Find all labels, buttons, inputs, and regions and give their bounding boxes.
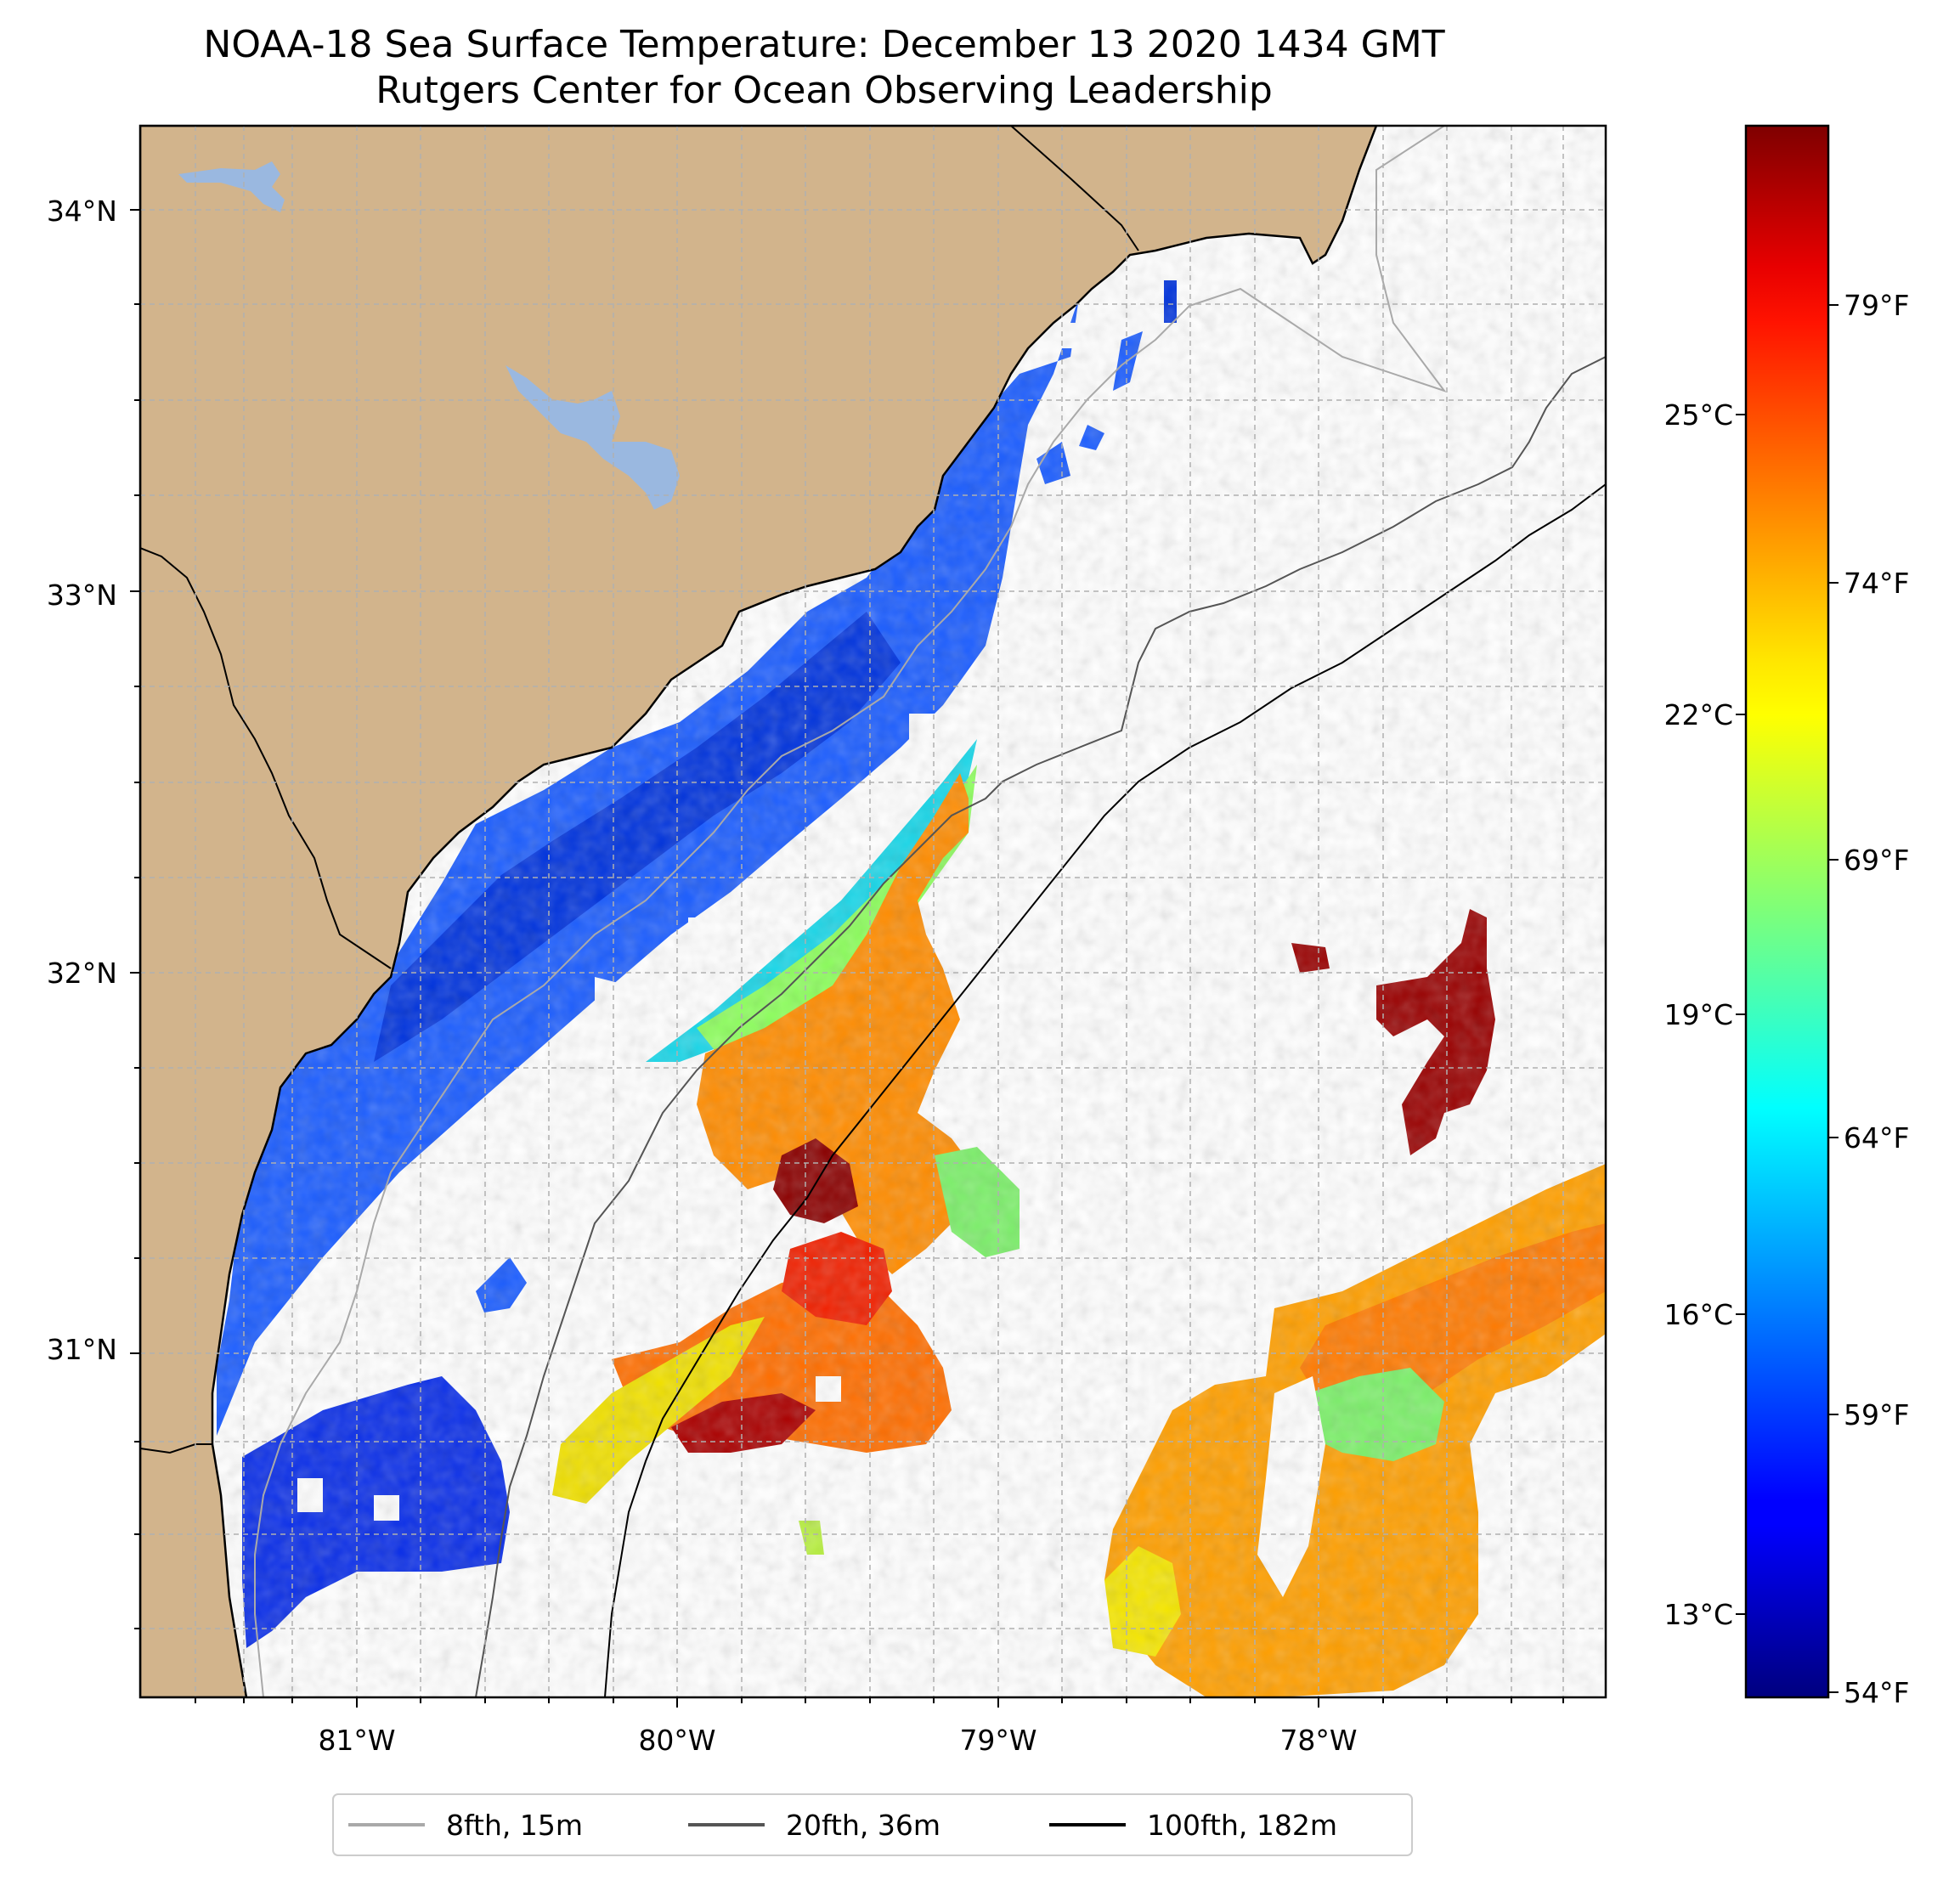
colorbar-label-25c: 25°C: [1663, 398, 1733, 432]
gridlines: [140, 126, 1606, 1697]
colorbar-label-16c: 16°C: [1663, 1298, 1733, 1331]
map-frame: [138, 124, 1607, 1699]
legend-label-8fth: 8fth, 15m: [446, 1809, 583, 1842]
colorbar-label-22c: 22°C: [1663, 698, 1733, 731]
colorbar-label-54f: 54°F: [1844, 1676, 1909, 1709]
lake-marion: [178, 161, 285, 212]
colorbar: 13°C 16°C 19°C 22°C 25°C 54°F 59°F 64°F …: [1663, 124, 1909, 1709]
colorbar-gradient: [1744, 124, 1830, 1699]
colorbar-label-74f: 74°F: [1844, 567, 1909, 600]
lon-label-81w: 81°W: [318, 1724, 395, 1757]
legend-box: [332, 1793, 1413, 1856]
lon-label-78w: 78°W: [1279, 1724, 1357, 1757]
legend: 8fth, 15m 20fth, 36m 100fth, 182m: [332, 1793, 1413, 1856]
axis-ticks: [130, 209, 1564, 1708]
colorbar-label-69f: 69°F: [1844, 844, 1909, 877]
map-subtitle: Rutgers Center for Ocean Observing Leade…: [376, 69, 1273, 112]
state-border-sc-ga: [140, 547, 392, 969]
colorbar-label-59f: 59°F: [1844, 1398, 1909, 1431]
lat-label-33n: 33°N: [47, 579, 117, 612]
map-title: NOAA-18 Sea Surface Temperature: Decembe…: [203, 23, 1445, 66]
lon-label-79w: 79°W: [959, 1724, 1036, 1757]
colorbar-label-19c: 19°C: [1663, 998, 1733, 1031]
contour-100fth: [604, 483, 1606, 1697]
contour-8fth: [254, 126, 1447, 1697]
state-border-nc-sc: [1010, 126, 1139, 251]
county-border: [140, 1443, 212, 1454]
legend-label-20fth: 20fth, 36m: [786, 1809, 940, 1842]
colorbar-label-64f: 64°F: [1844, 1121, 1909, 1155]
land-mass: [140, 126, 1378, 1697]
lat-label-32n: 32°N: [47, 957, 117, 990]
lat-label-31n: 31°N: [47, 1333, 117, 1366]
lon-label-80w: 80°W: [638, 1724, 715, 1757]
colorbar-label-13c: 13°C: [1663, 1598, 1733, 1631]
colorbar-label-79f: 79°F: [1844, 289, 1909, 322]
contour-20fth: [475, 356, 1606, 1697]
legend-label-100fth: 100fth, 182m: [1147, 1809, 1337, 1842]
lat-label-34n: 34°N: [47, 195, 117, 228]
